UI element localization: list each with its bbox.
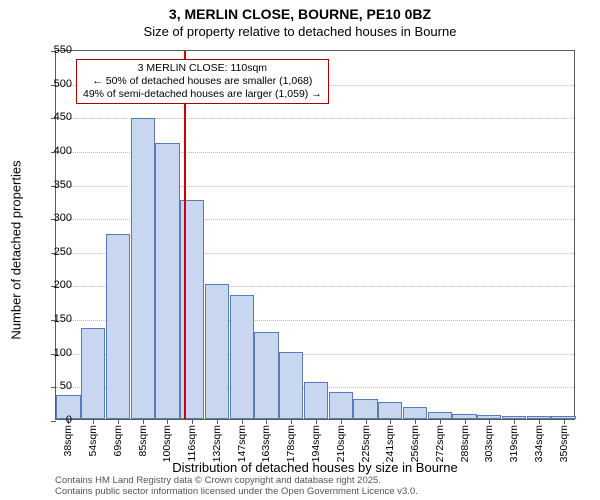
ytick-label: 350: [32, 179, 72, 191]
xtick-mark: [366, 419, 367, 424]
xtick-label: 100sqm: [161, 425, 173, 462]
xtick-mark: [242, 419, 243, 424]
reference-line: [184, 51, 186, 419]
xtick-label: 256sqm: [409, 425, 421, 462]
xtick-label: 132sqm: [211, 425, 223, 462]
histogram-bar: [106, 234, 130, 419]
chart-title: 3, MERLIN CLOSE, BOURNE, PE10 0BZ: [0, 0, 600, 22]
chart-container: 3, MERLIN CLOSE, BOURNE, PE10 0BZ Size o…: [0, 0, 600, 500]
xtick-mark: [93, 419, 94, 424]
xtick-mark: [440, 419, 441, 424]
xtick-label: 303sqm: [483, 425, 495, 462]
xtick-label: 163sqm: [260, 425, 272, 462]
ytick-label: 450: [32, 111, 72, 123]
xtick-label: 225sqm: [360, 425, 372, 462]
xtick-label: 319sqm: [508, 425, 520, 462]
annotation-line1: 3 MERLIN CLOSE: 110sqm: [138, 62, 267, 74]
xtick-label: 288sqm: [459, 425, 471, 462]
xtick-mark: [143, 419, 144, 424]
footer-line1: Contains HM Land Registry data © Crown c…: [55, 475, 381, 486]
ytick-label: 400: [32, 145, 72, 157]
histogram-bar: [81, 328, 105, 419]
x-axis-label: Distribution of detached houses by size …: [55, 460, 575, 475]
xtick-label: 334sqm: [533, 425, 545, 462]
xtick-label: 85sqm: [137, 425, 149, 457]
histogram-bar: [304, 382, 328, 419]
xtick-label: 194sqm: [310, 425, 322, 462]
ytick-label: 150: [32, 313, 72, 325]
xtick-mark: [167, 419, 168, 424]
xtick-label: 178sqm: [285, 425, 297, 462]
ytick-label: 50: [32, 380, 72, 392]
xtick-label: 147sqm: [236, 425, 248, 462]
xtick-label: 116sqm: [186, 425, 198, 462]
xtick-mark: [192, 419, 193, 424]
xtick-mark: [564, 419, 565, 424]
xtick-label: 69sqm: [112, 425, 124, 457]
histogram-bar: [353, 399, 377, 419]
ytick-label: 250: [32, 246, 72, 258]
histogram-bar: [279, 352, 303, 419]
xtick-mark: [217, 419, 218, 424]
histogram-bar: [428, 412, 452, 419]
xtick-mark: [341, 419, 342, 424]
xtick-mark: [465, 419, 466, 424]
ytick-label: 100: [32, 347, 72, 359]
xtick-label: 210sqm: [335, 425, 347, 462]
xtick-mark: [390, 419, 391, 424]
xtick-mark: [539, 419, 540, 424]
xtick-label: 54sqm: [87, 425, 99, 457]
histogram-bar: [205, 284, 229, 419]
xtick-mark: [316, 419, 317, 424]
xtick-label: 241sqm: [384, 425, 396, 462]
xtick-mark: [291, 419, 292, 424]
footer-attribution: Contains HM Land Registry data © Crown c…: [55, 476, 418, 498]
histogram-bar: [230, 295, 254, 419]
ytick-label: 550: [32, 44, 72, 56]
xtick-label: 272sqm: [434, 425, 446, 462]
ytick-label: 200: [32, 279, 72, 291]
histogram-bar: [378, 402, 402, 419]
histogram-bar: [131, 118, 155, 419]
xtick-mark: [266, 419, 267, 424]
histogram-bar: [329, 392, 353, 419]
histogram-bar: [155, 143, 179, 419]
xtick-label: 350sqm: [558, 425, 570, 462]
ytick-label: 500: [32, 78, 72, 90]
ytick-label: 300: [32, 212, 72, 224]
xtick-label: 38sqm: [62, 425, 74, 457]
footer-line2: Contains public sector information licen…: [55, 486, 418, 497]
xtick-mark: [489, 419, 490, 424]
y-axis-label: Number of detached properties: [9, 65, 24, 435]
xtick-mark: [118, 419, 119, 424]
xtick-mark: [415, 419, 416, 424]
histogram-bar: [254, 332, 278, 419]
annotation-box: 3 MERLIN CLOSE: 110sqm← 50% of detached …: [76, 59, 329, 104]
plot-area: 38sqm54sqm69sqm85sqm100sqm116sqm132sqm14…: [55, 50, 575, 420]
annotation-line3: 49% of semi-detached houses are larger (…: [83, 88, 322, 100]
chart-subtitle: Size of property relative to detached ho…: [0, 22, 600, 39]
xtick-mark: [514, 419, 515, 424]
histogram-bar: [403, 407, 427, 419]
annotation-line2: ← 50% of detached houses are smaller (1,…: [92, 75, 312, 87]
ytick-label: 0: [32, 414, 72, 426]
